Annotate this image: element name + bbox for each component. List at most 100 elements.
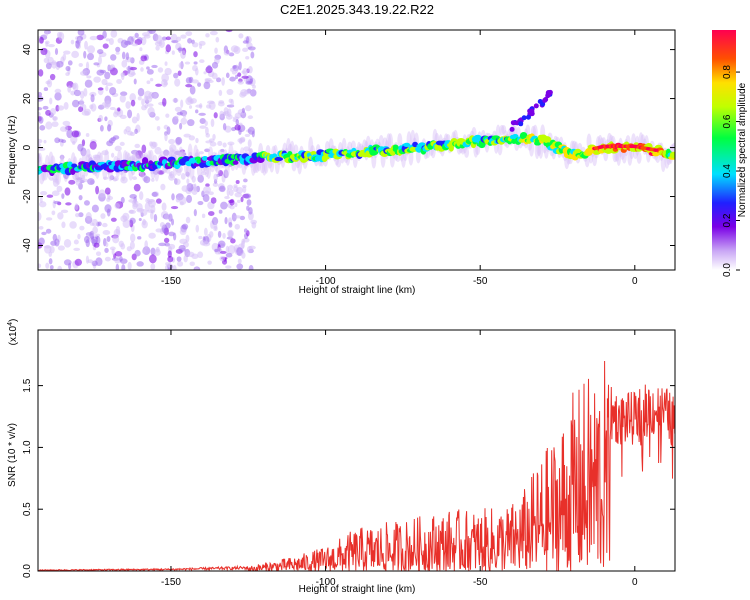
top-x-axis-label: Height of straight line (km) <box>299 285 416 296</box>
noise-cell <box>38 92 43 97</box>
branch-cell <box>529 111 535 117</box>
noise-cell <box>148 232 156 239</box>
ridge-halo-cell <box>614 151 620 162</box>
noise-cell <box>228 230 233 238</box>
noise-cell <box>146 69 154 75</box>
noise-cell <box>151 92 158 99</box>
noise-cell <box>236 247 244 257</box>
ridge-halo-cell <box>386 133 392 151</box>
ridge-halo-cell <box>96 151 102 164</box>
noise-cell <box>227 141 235 146</box>
noise-cell <box>190 98 197 104</box>
noise-cell <box>187 251 195 258</box>
noise-cell <box>131 149 139 155</box>
noise-cell <box>177 47 185 52</box>
top-y-tick-label: -20 <box>22 189 33 204</box>
noise-cell <box>136 112 140 122</box>
spectrogram-heatmap <box>38 30 675 270</box>
noise-cell <box>140 55 148 62</box>
noise-cell <box>65 202 72 206</box>
noise-cell <box>198 112 206 116</box>
noise-cell <box>240 240 245 249</box>
noise-cell <box>77 233 81 240</box>
noise-cell <box>38 225 44 230</box>
ridge-halo-cell <box>671 142 675 152</box>
noise-cell <box>242 186 247 193</box>
noise-cell <box>235 179 240 185</box>
colorbar-tick-label: 0.4 <box>722 164 733 178</box>
noise-cell <box>63 50 71 55</box>
noise-cell <box>161 36 167 41</box>
branch-cell <box>533 103 539 109</box>
noise-cell <box>209 231 214 238</box>
noise-cell <box>91 218 98 227</box>
noise-cell <box>192 42 199 48</box>
branch-cell <box>525 114 531 120</box>
chart-title: C2E1.2025.343.19.22.R22 <box>280 2 434 17</box>
noise-cell <box>137 96 142 101</box>
noise-cell <box>163 81 168 86</box>
ridge-halo-cell <box>612 150 618 163</box>
noise-cell <box>71 99 80 108</box>
noise-cell <box>130 99 136 107</box>
noise-cell <box>56 60 64 68</box>
noise-cell <box>104 71 111 80</box>
ridge-cell <box>199 161 206 169</box>
noise-cell <box>199 125 207 129</box>
noise-cell <box>95 185 100 195</box>
bottom-x-tick-label: 0 <box>632 577 638 588</box>
noise-cell <box>137 37 143 42</box>
ridge-halo-cell <box>382 137 388 148</box>
noise-cell <box>54 48 59 55</box>
noise-cell <box>167 250 172 258</box>
noise-cell <box>197 174 204 183</box>
noise-cell <box>247 115 254 120</box>
noise-cell <box>131 116 138 124</box>
noise-cell <box>171 50 175 55</box>
noise-cell <box>186 178 190 185</box>
noise-cell <box>106 140 114 147</box>
noise-cell <box>42 105 49 110</box>
ridge-halo-cell <box>395 153 401 162</box>
noise-cell <box>54 92 62 101</box>
noise-cell <box>38 153 41 163</box>
noise-cell <box>165 36 172 41</box>
noise-cell <box>222 123 227 131</box>
noise-cell <box>104 116 108 122</box>
noise-cell <box>170 205 179 210</box>
noise-cell <box>95 257 103 266</box>
noise-cell <box>81 110 90 116</box>
noise-cell <box>221 77 225 86</box>
noise-cell <box>40 190 48 196</box>
noise-cell <box>80 70 88 76</box>
noise-cell <box>78 106 84 113</box>
noise-cell <box>101 102 107 109</box>
noise-cell <box>127 109 133 119</box>
noise-cell <box>57 245 65 251</box>
noise-cell <box>73 239 79 245</box>
noise-cell <box>210 118 215 128</box>
bottom-y-scale-note: (x104) <box>7 319 19 346</box>
snr-series-line <box>38 360 675 571</box>
noise-cell <box>129 93 137 102</box>
noise-cell <box>63 239 72 248</box>
noise-cell <box>64 187 71 196</box>
noise-cell <box>83 200 90 206</box>
noise-cell <box>75 40 80 49</box>
noise-cell <box>185 83 193 88</box>
noise-cell <box>109 86 117 96</box>
noise-cell <box>243 228 248 233</box>
noise-cell <box>43 245 51 249</box>
noise-cell <box>249 148 253 154</box>
bottom-panel: -150 -100 -50 0 0.0 0.5 1.0 1.5 Height of strai… <box>7 319 676 595</box>
noise-cell <box>146 209 155 213</box>
noise-cell <box>227 245 236 254</box>
noise-cell <box>180 172 186 180</box>
noise-cell <box>211 72 218 80</box>
bottom-plot-frame <box>37 329 676 572</box>
noise-cell <box>172 264 177 270</box>
noise-cell <box>202 194 210 203</box>
noise-cell <box>164 67 172 76</box>
noise-cell <box>250 51 255 59</box>
noise-cell <box>203 81 211 90</box>
